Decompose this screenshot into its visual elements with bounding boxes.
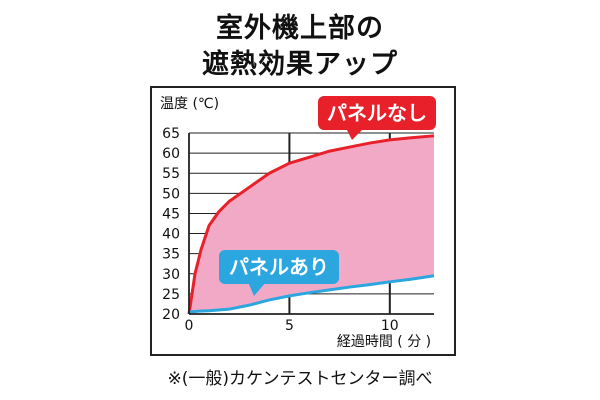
legend-panel-off-pointer [346, 128, 364, 140]
difference-area [189, 135, 434, 314]
y-tick-label: 35 [162, 247, 180, 263]
y-tick-label: 65 [162, 126, 180, 142]
x-tick-labels: 0 5 10 [185, 318, 399, 334]
y-tick-label: 40 [162, 227, 180, 243]
y-tick-label: 45 [162, 206, 180, 222]
y-axis-label: 温度 (℃) [160, 96, 219, 112]
series-line-panel-off [187, 134, 435, 315]
series-line-panel-on [188, 274, 435, 314]
legend-panel-on: パネルあり [219, 250, 339, 296]
legend-panel-off-label: パネルなし [327, 101, 427, 125]
y-tick-label: 50 [162, 186, 180, 202]
x-tick-label: 10 [381, 318, 399, 334]
chart-title-line1: 室外機上部の [216, 13, 384, 44]
legend-panel-off-box [318, 96, 436, 130]
y-tick-label: 25 [162, 287, 180, 303]
y-tick-label: 30 [162, 267, 180, 283]
x-tick-label: 0 [185, 318, 194, 334]
footnote: ※(一般)カケンテストセンター調べ [167, 369, 433, 389]
y-tick-label: 20 [162, 307, 180, 323]
legend-panel-on-box [219, 250, 339, 284]
legend-panel-on-pointer [248, 282, 266, 296]
x-axis-label: 経過時間 ( 分 ) [337, 334, 431, 350]
legend-panel-off: パネルなし [318, 96, 436, 140]
x-tick-label: 5 [285, 318, 294, 334]
legend-panel-on-label: パネルあり [229, 255, 329, 279]
y-tick-label: 55 [162, 166, 180, 182]
chart-title-line2: 遮熱効果アップ [202, 49, 398, 80]
y-tick-labels: 20 25 30 35 40 45 50 55 60 65 [162, 126, 180, 323]
y-tick-label: 60 [162, 146, 180, 162]
